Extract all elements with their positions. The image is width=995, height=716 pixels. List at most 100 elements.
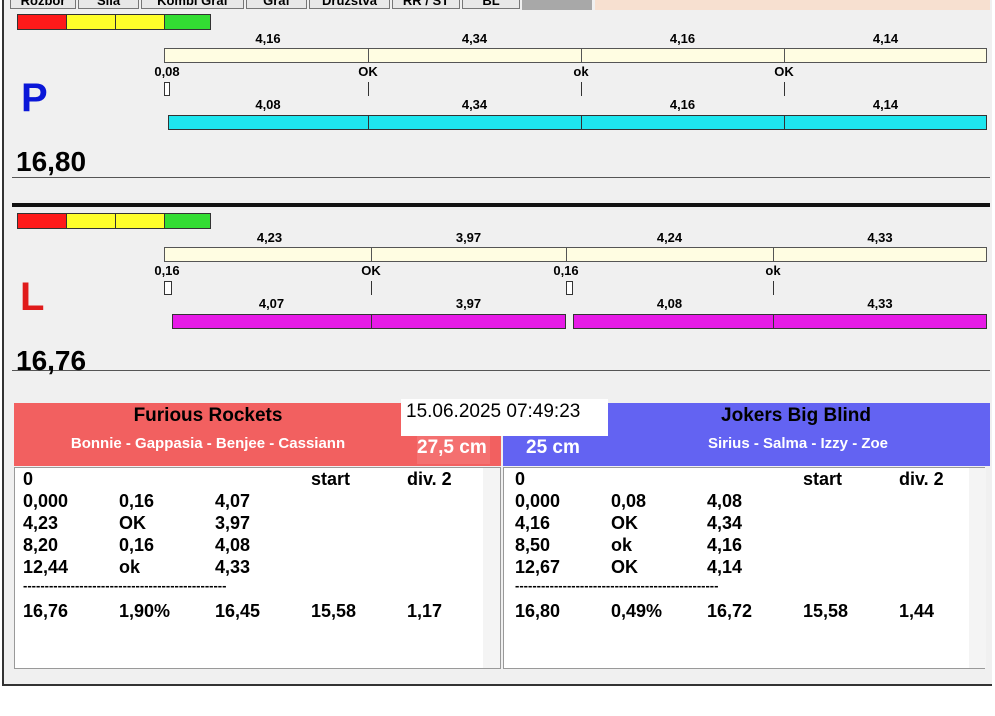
table-header: start [311,469,351,489]
tab[interactable]: BL [462,0,520,9]
bottom-time: 4,08 [255,97,281,112]
table-separator: ----------------------------------------… [23,578,227,593]
summary-cell: 16,76 [23,601,69,621]
table-cell: 8,20 [23,535,59,555]
lane-offset-box [417,436,490,464]
summary-cell: 15,58 [803,601,849,621]
status-light [115,213,165,229]
table-cell: 3,97 [215,513,251,533]
lane-letter: P [21,76,48,120]
summary-cell: 16,80 [515,601,561,621]
split-bar [164,48,987,63]
table-cell: 8,50 [515,535,551,555]
mark: ok [573,64,589,79]
tab[interactable]: Síla [78,0,139,9]
table-cell: 0,08 [611,491,647,511]
team-name: Jokers Big Blind [721,405,871,426]
table-header: 0 [23,469,34,489]
table-cell: OK [611,557,638,577]
tab[interactable]: Družstva [309,0,390,9]
timestamp-box [401,399,608,436]
table-cell: 4,16 [515,513,551,533]
summary-cell: 1,90% [119,601,171,621]
table-cell: 4,23 [23,513,59,533]
lane-total: 16,80 [16,146,87,177]
table-cell: OK [119,513,146,533]
mark: 0,16 [553,263,579,278]
mark-box [164,82,170,96]
scrollbar [483,468,500,668]
mark-tick [368,82,369,96]
split-divider [566,247,567,262]
table-header: 0 [515,469,526,489]
table-cell: 4,08 [215,535,251,555]
mark-tick [773,281,774,295]
table-cell: OK [611,513,638,533]
lane-separator [12,203,990,207]
mark-tick [371,281,372,295]
time-bar [168,115,987,130]
bottom-time: 4,14 [872,97,899,112]
top-time: 4,33 [867,230,893,245]
table-cell: ok [611,535,633,555]
lane-panel [12,12,990,178]
lane-total: 16,76 [16,345,87,376]
top-time: 4,23 [256,230,283,245]
table-cell: 4,34 [707,513,743,533]
tab[interactable]: RR / ST [392,0,460,9]
scrollbar [969,468,986,668]
table-cell: 12,67 [515,557,561,577]
mark: OK [358,64,378,79]
team-players: Sirius - Salma - Izzy - Zoe [707,435,889,452]
lane-panel [12,211,990,371]
bottom-time: 3,97 [455,296,482,311]
table-cell: 4,07 [215,491,251,511]
result-table [503,467,985,669]
mark: OK [361,263,381,278]
mark-box [566,281,573,295]
time-divider [368,115,369,130]
mark-tick [581,82,582,96]
time-divider [784,115,785,130]
split-divider [784,48,785,63]
table-cell: 4,08 [707,491,743,511]
lane-letter: L [20,275,45,319]
lane-offset: 25 cm [526,437,580,458]
split-divider [773,247,774,262]
table-cell: 12,44 [23,557,69,577]
status-light [66,14,116,30]
summary-cell: 16,72 [707,601,753,621]
top-time: 4,14 [872,31,899,46]
table-cell: 0,000 [23,491,69,511]
mark: OK [774,64,794,79]
table-cell: 0,000 [515,491,561,511]
time-bar [573,314,987,329]
summary-cell: 16,45 [215,601,261,621]
status-light [115,14,165,30]
table-cell: 4,14 [707,557,743,577]
top-time: 4,34 [461,31,488,46]
mark: ok [765,263,781,278]
table-cell: 0,16 [119,535,155,555]
summary-cell: 0,49% [611,601,663,621]
table-header: div. 2 [407,469,452,489]
table-header: div. 2 [899,469,944,489]
table-cell: 4,16 [707,535,743,555]
tab[interactable]: Kombi Graf [141,0,244,9]
top-time: 4,16 [669,31,696,46]
time-divider [581,115,582,130]
table-cell: ok [119,557,141,577]
bottom-time: 4,16 [669,97,696,112]
table-cell: 0,16 [119,491,155,511]
tab[interactable]: Graf [246,0,307,9]
split-divider [581,48,582,63]
time-bar [172,314,566,329]
time-divider [371,314,372,329]
split-bar [164,247,987,262]
bottom-time: 4,07 [258,296,285,311]
mark-tick [784,82,785,96]
mark-box [164,281,172,295]
tab[interactable]: Rozbor [10,0,76,9]
top-time: 4,24 [656,230,683,245]
bottom-time: 4,08 [656,296,683,311]
